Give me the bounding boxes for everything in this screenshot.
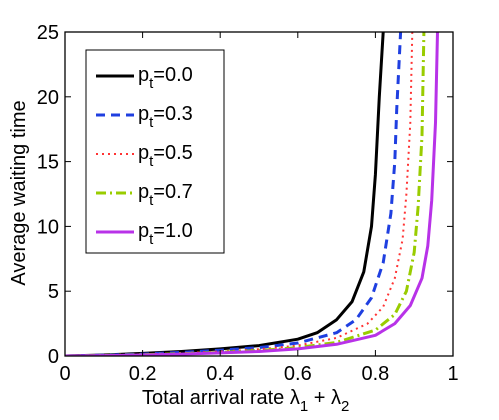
- legend-box: [85, 49, 225, 254]
- x-tick-label: 0.6: [284, 363, 312, 385]
- legend-label-0: pt=0.0: [138, 64, 193, 92]
- series-line-4: [65, 32, 439, 356]
- y-tick-label: 5: [48, 281, 59, 303]
- x-tick-label: 1: [447, 363, 458, 385]
- y-tick-label: 20: [37, 87, 59, 109]
- x-axis-label: Total arrival rate λ1 + λ2: [142, 387, 349, 415]
- legend-label-1: pt=0.3: [138, 103, 193, 131]
- y-tick-label: 10: [37, 216, 59, 238]
- x-tick-label: 0.4: [206, 363, 234, 385]
- y-tick-label: 15: [37, 152, 59, 174]
- x-tick-label: 0: [59, 363, 70, 385]
- legend-label-4: pt=1.0: [138, 220, 193, 248]
- legend-label-3: pt=0.7: [138, 181, 193, 209]
- legend: pt=0.0 pt=0.3 pt=0.5 pt=0.7 pt=1.0: [85, 49, 225, 254]
- series-group: [65, 32, 439, 356]
- x-tick-label: 0.8: [361, 363, 389, 385]
- plot-area-frame: [64, 31, 454, 357]
- legend-label-2: pt=0.5: [138, 142, 193, 170]
- x-tick-label: 0.2: [129, 363, 157, 385]
- x-axis-label-text: Total arrival rate λ1 + λ2: [142, 387, 349, 415]
- y-tick-label: 0: [48, 346, 59, 368]
- y-tick-label: 25: [37, 22, 59, 44]
- y-axis-label: Average waiting time: [8, 100, 30, 285]
